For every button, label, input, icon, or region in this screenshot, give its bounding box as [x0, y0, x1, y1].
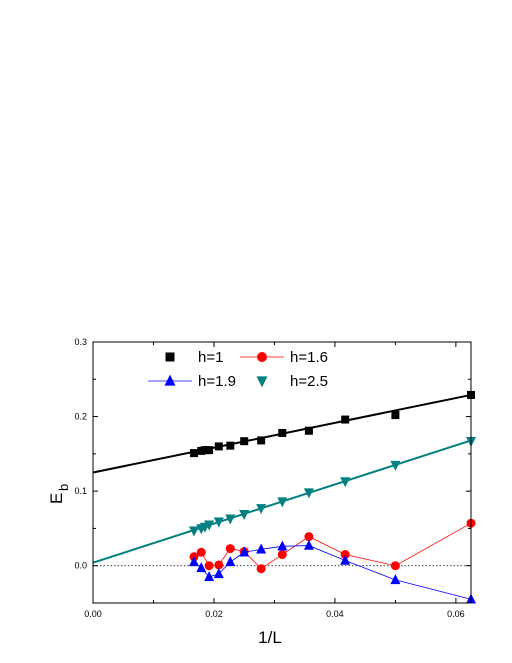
series-layer	[92, 390, 476, 604]
y-tick-label: 0.2	[74, 412, 87, 422]
legend-marker	[257, 352, 267, 362]
data-point	[277, 540, 288, 551]
data-point	[214, 442, 223, 451]
data-point	[278, 428, 287, 437]
data-point	[239, 546, 250, 557]
data-point	[304, 426, 313, 435]
legend-marker	[164, 374, 176, 386]
data-point	[341, 415, 350, 424]
legend-marker	[165, 352, 175, 362]
y-axis-title-subscript: b	[56, 484, 71, 491]
legend-marker	[256, 376, 268, 388]
data-point	[256, 504, 267, 515]
x-tick-label: 0.04	[326, 609, 344, 619]
x-tick-label: 0.00	[84, 609, 102, 619]
data-point	[390, 574, 401, 585]
axes: 0.00 0.02 0.04 0.06 0.0 0.1 0.2 0.3	[74, 337, 472, 619]
x-tick-label: 0.02	[205, 609, 223, 619]
data-point	[225, 544, 235, 554]
plot-frame	[92, 341, 472, 604]
y-tick-label: 0.1	[74, 486, 87, 496]
legend-label: h=1.6	[290, 349, 328, 366]
legend-item: h=1.9	[148, 373, 236, 390]
data-point	[196, 562, 207, 573]
data-point	[390, 561, 400, 571]
legend: h=1 h=1.6 h=1.9 h=2.5	[148, 349, 328, 390]
data-point	[391, 411, 400, 420]
data-point	[189, 526, 200, 537]
data-point	[340, 554, 351, 565]
data-point	[205, 446, 214, 455]
y-axis-title: E b	[47, 484, 71, 504]
legend-item: h=2.5	[256, 373, 328, 390]
data-point	[226, 441, 235, 450]
y-axis-title-main: E	[47, 493, 66, 504]
data-point	[340, 477, 351, 488]
data-point	[213, 568, 224, 579]
series-line	[193, 545, 472, 600]
data-point	[214, 560, 224, 570]
data-point	[196, 547, 206, 557]
data-point	[200, 446, 209, 455]
data-point	[225, 556, 236, 567]
data-point	[204, 561, 214, 571]
data-point	[204, 520, 215, 531]
x-tick-label: 0.06	[447, 609, 465, 619]
data-point	[277, 497, 288, 508]
y-tick-label: 0.3	[74, 337, 87, 347]
legend-item: h=1.6	[240, 349, 328, 366]
legend-item: h=1	[165, 349, 223, 366]
series-h-2-5	[92, 436, 476, 564]
data-point	[213, 517, 224, 528]
legend-label: h=1.9	[198, 373, 236, 390]
data-point	[340, 550, 350, 560]
x-axis-title: 1/L	[258, 628, 282, 647]
legend-label: h=1	[198, 349, 223, 366]
data-point	[256, 564, 266, 574]
data-point	[240, 437, 249, 446]
data-point	[277, 550, 287, 560]
series-h-1	[92, 390, 475, 474]
data-point	[304, 532, 314, 542]
data-point	[257, 436, 266, 445]
data-point	[204, 571, 215, 582]
data-point	[303, 488, 314, 499]
data-point	[239, 510, 250, 521]
data-point	[189, 556, 200, 567]
data-point	[225, 514, 236, 525]
data-point	[190, 449, 199, 458]
data-point	[303, 539, 314, 550]
data-point	[390, 460, 401, 471]
data-point	[256, 543, 267, 554]
series-line	[193, 522, 472, 570]
series-h-1-9	[189, 539, 476, 604]
legend-label: h=2.5	[290, 373, 328, 390]
y-tick-label: 0.0	[74, 561, 87, 571]
